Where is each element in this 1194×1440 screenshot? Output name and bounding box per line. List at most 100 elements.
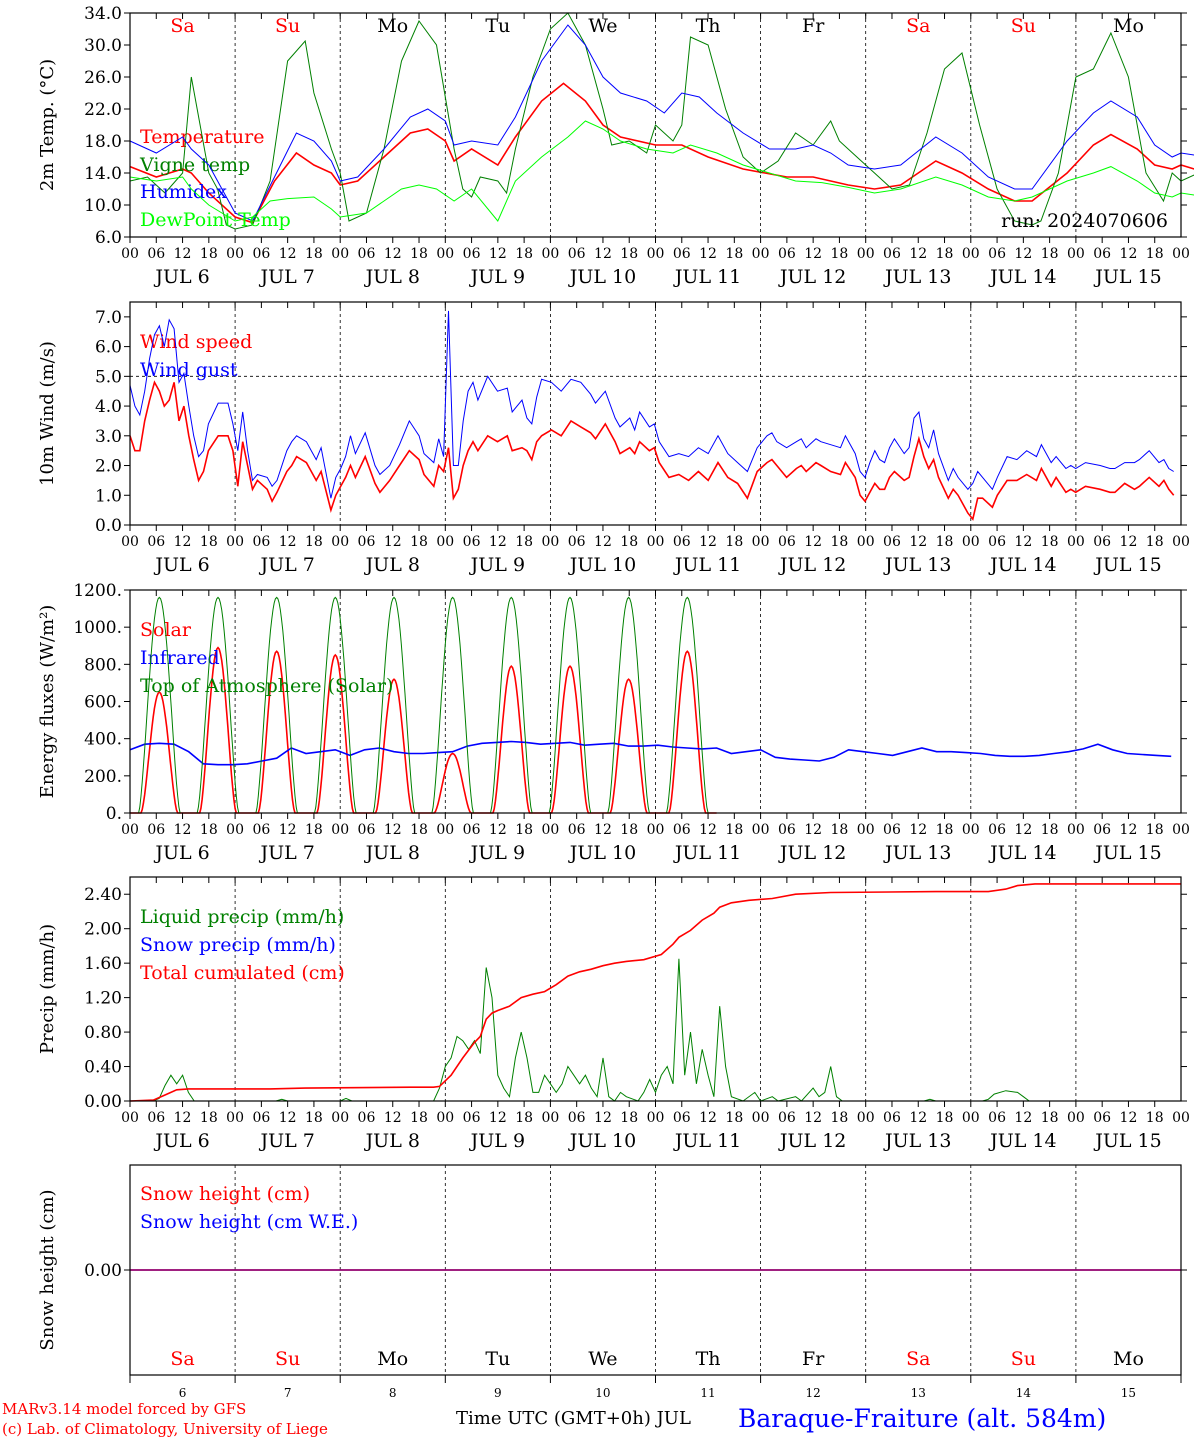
hour-label: 18 (200, 534, 218, 550)
hour-label: 00 (1067, 1110, 1085, 1126)
legend-entry: DewPoint Temp (140, 209, 291, 231)
hour-label: 18 (620, 1110, 638, 1126)
hour-label: 00 (226, 822, 244, 838)
hour-label: 06 (358, 534, 376, 550)
legend-entry: Snow precip (mm/h) (140, 934, 336, 956)
hour-label: 18 (1146, 246, 1164, 262)
hour-label: 06 (463, 1110, 481, 1126)
hour-label: 12 (699, 534, 717, 550)
hour-label: 00 (752, 534, 770, 550)
hour-label: 18 (1041, 534, 1059, 550)
weekday-label: Su (275, 1348, 300, 1370)
hour-label: 06 (1093, 534, 1111, 550)
hour-label: 00 (752, 822, 770, 838)
date-label: JUL 15 (1093, 554, 1161, 576)
hour-label: 12 (279, 534, 297, 550)
time-axis-label: Time UTC (GMT+0h) JUL (456, 1408, 691, 1429)
y-tick-label: 34.0 (84, 4, 122, 24)
hour-label: 06 (568, 1110, 586, 1126)
hour-label: 06 (463, 822, 481, 838)
hour-label: 06 (883, 534, 901, 550)
y-tick-label: 2.00 (84, 920, 122, 940)
y-tick-label: 200. (84, 767, 122, 787)
hour-label: 00 (541, 1110, 559, 1126)
hour-label: 12 (384, 1110, 402, 1126)
hour-label: 00 (331, 822, 349, 838)
series-line-2 (129, 12, 1194, 230)
hour-label: 06 (1093, 246, 1111, 262)
y-tick-label: 2.40 (84, 885, 122, 905)
hour-label: 00 (962, 1110, 980, 1126)
hour-label: 18 (305, 822, 323, 838)
hour-label: 06 (988, 534, 1006, 550)
panel-precip: 2.40 2.00 1.60 1.20 0.80 0.40 0.00 Precip (mm/h… (37, 876, 1190, 1152)
hour-label: 00 (857, 822, 875, 838)
y-tick-label: 1200. (73, 581, 122, 601)
day-number: 7 (284, 1386, 292, 1400)
hour-label: 12 (174, 246, 192, 262)
day-number: 11 (700, 1386, 715, 1400)
weekday-label: Su (275, 15, 300, 37)
y-tick-label: 7.0 (95, 308, 122, 328)
legend-entry: Wind speed (140, 331, 252, 353)
y-axis-label: Snow height (cm) (37, 1189, 58, 1350)
series-line-2 (129, 310, 1174, 499)
y-tick-label: 6.0 (95, 338, 122, 358)
y-tick-label: 1000. (73, 618, 122, 638)
weekday-label: Mo (377, 15, 408, 37)
hour-label: 12 (804, 1110, 822, 1126)
series-line-2 (129, 740, 1172, 766)
hour-label: 00 (1172, 1110, 1190, 1126)
hour-label: 18 (200, 246, 218, 262)
hour-label: 06 (463, 246, 481, 262)
hour-label: 12 (1120, 822, 1138, 838)
y-tick-label: 0.00 (84, 1092, 122, 1112)
hour-label: 12 (174, 534, 192, 550)
hour-label: 12 (1120, 1110, 1138, 1126)
hour-label: 00 (121, 246, 139, 262)
date-label: JUL 8 (364, 842, 420, 864)
hour-label: 06 (147, 1110, 165, 1126)
hour-label: 18 (831, 534, 849, 550)
date-label: JUL 11 (673, 554, 741, 576)
hour-label: 12 (384, 822, 402, 838)
hour-label: 06 (1093, 1110, 1111, 1126)
hour-label: 06 (568, 822, 586, 838)
hour-label: 06 (778, 246, 796, 262)
hour-label: 06 (358, 1110, 376, 1126)
day-number: 15 (1121, 1386, 1136, 1400)
weekday-label: Mo (1113, 1348, 1144, 1370)
date-label: JUL 8 (364, 554, 420, 576)
hour-label: 18 (515, 1110, 533, 1126)
day-number: 8 (389, 1386, 397, 1400)
hour-label: 12 (909, 534, 927, 550)
hour-label: 00 (436, 246, 454, 262)
hour-label: 18 (831, 1110, 849, 1126)
hour-label: 12 (1014, 534, 1032, 550)
hour-label: 06 (883, 246, 901, 262)
hour-label: 00 (226, 246, 244, 262)
hour-label: 00 (226, 534, 244, 550)
hour-label: 12 (909, 246, 927, 262)
hour-label: 18 (936, 1110, 954, 1126)
hour-label: 00 (541, 534, 559, 550)
series-line-1 (129, 82, 1194, 224)
date-label: JUL 11 (673, 266, 741, 288)
hour-label: 18 (725, 246, 743, 262)
hour-label: 12 (279, 246, 297, 262)
date-label: JUL 11 (673, 842, 741, 864)
date-label: JUL 15 (1093, 1130, 1161, 1152)
hour-label: 18 (936, 822, 954, 838)
hour-label: 18 (200, 822, 218, 838)
day-number: 12 (806, 1386, 821, 1400)
hour-label: 18 (936, 534, 954, 550)
hour-label: 12 (1014, 246, 1032, 262)
hour-label: 12 (909, 822, 927, 838)
hour-label: 06 (358, 246, 376, 262)
weekday-label: We (588, 15, 617, 37)
panels: 34.0 30.0 26.0 22.0 18.0 14.0 10.0 6.0 2m Temp. … (37, 4, 1194, 1400)
hour-label: 06 (778, 534, 796, 550)
y-axis-label: 10m Wind (m/s) (37, 341, 58, 486)
day-number: 13 (911, 1386, 926, 1400)
